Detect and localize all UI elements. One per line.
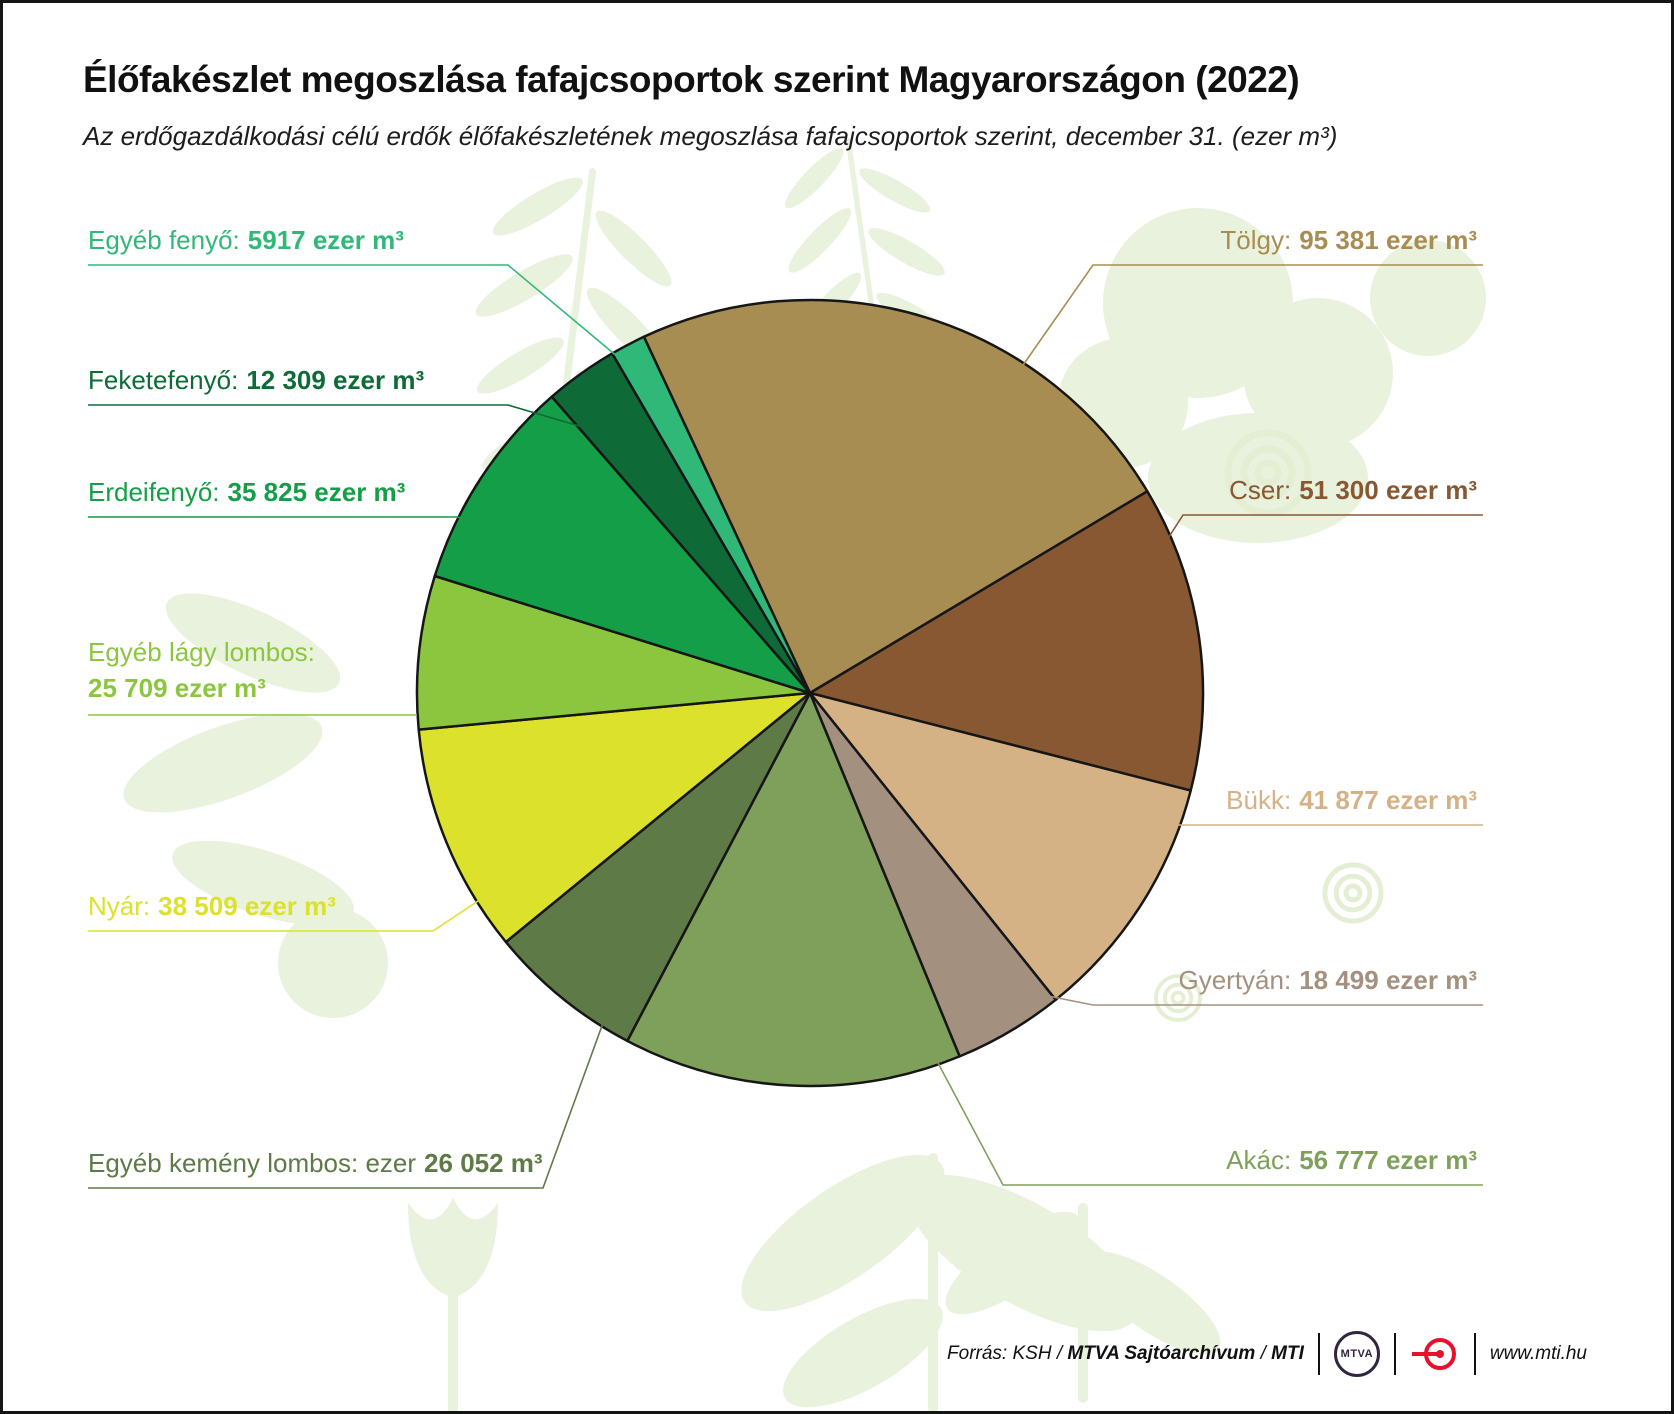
callout-nyar-label: Nyár: <box>88 891 151 921</box>
callout-line-egyeb-fenyo <box>88 264 632 369</box>
callout-line-nyar <box>88 898 482 932</box>
pie-chart <box>415 298 1205 1088</box>
pie-slice-ak-c <box>626 691 961 1088</box>
callout-line-egyeb-kemeny <box>88 1022 604 1189</box>
header: Élőfakészlet megoszlása fafajcsoportok s… <box>83 59 1337 152</box>
source-separator: / <box>1255 1343 1272 1364</box>
callout-tolgy-label: Tölgy: <box>1220 225 1292 255</box>
callout-gyertyan-value: 18 499 ezer m³ <box>1299 965 1477 995</box>
callout-feketefenyo-label: Feketefenyő: <box>88 365 239 395</box>
callout-cser-label: Cser: <box>1229 475 1292 505</box>
footer-divider <box>1393 1333 1396 1375</box>
callout-cser: Cser: 51 300 ezer m³ <box>1229 475 1477 507</box>
callout-erdeifenyo: Erdeifenyő: 35 825 ezer m³ <box>88 477 405 509</box>
callout-line-cser <box>1164 514 1483 544</box>
source-credit: Forrás: KSH / MTVA Sajtóarchívum / MTI <box>947 1343 1304 1365</box>
mti-logo <box>1411 1338 1456 1370</box>
callout-feketefenyo: Feketefenyő: 12 309 ezer m³ <box>88 365 424 397</box>
callout-feketefenyo-value: 12 309 ezer m³ <box>246 365 425 395</box>
callout-tolgy-value: 95 381 ezer m³ <box>1299 225 1477 255</box>
callout-egyeb-kemeny-lombos: Egyéb kemény lombos: ezer 26 052 m³ <box>88 1148 543 1180</box>
callout-egyeb-lagy-lombos-value: 25 709 ezer m³ <box>88 672 266 703</box>
background-illustration <box>123 126 1486 1411</box>
callout-gyertyan: Gyertyán: 18 499 ezer m³ <box>1178 965 1477 997</box>
page-title: Élőfakészlet megoszlása fafajcsoportok s… <box>83 59 1300 100</box>
footer-divider <box>1473 1333 1476 1375</box>
callout-lines <box>88 264 1483 1189</box>
pie-slice-erdeifeny- <box>433 395 812 695</box>
callout-erdeifenyo-label: Erdeifenyő: <box>88 477 220 507</box>
mtva-logo: MTVA <box>1333 1331 1380 1377</box>
callout-line-akac <box>937 1062 1483 1186</box>
callout-line-erdeifenyo <box>88 516 501 539</box>
callout-akac-value: 56 777 ezer m³ <box>1299 1145 1477 1175</box>
website-link: www.mti.hu <box>1489 1343 1587 1364</box>
source-archive: MTVA Sajtóarchívum <box>1067 1343 1256 1364</box>
pie-slice-egy-b-feny- <box>610 335 812 695</box>
pie-slice-egy-b-kem-ny-lombos <box>504 691 812 1043</box>
pie-slice-b-kk <box>808 691 1192 1002</box>
callout-egyeb-fenyo-label: Egyéb fenyő: <box>88 225 240 255</box>
pie-slice-cser <box>808 490 1205 792</box>
footer: Forrás: KSH / MTVA Sajtóarchívum / MTI M… <box>947 1331 1587 1377</box>
callout-gyertyan-label: Gyertyán: <box>1178 965 1292 995</box>
callout-cser-value: 51 300 ezer m³ <box>1299 475 1477 505</box>
callout-nyar-value: 38 509 ezer m³ <box>158 891 336 921</box>
pie-slice-egy-b-l-gy-lombos <box>415 574 812 731</box>
callout-bukk-label: Bükk: <box>1226 785 1292 815</box>
pie-slice-ny-r <box>417 691 812 944</box>
pie-slice-t-lgy <box>642 298 1149 695</box>
callout-line-feketefenyo <box>88 404 604 434</box>
footer-divider <box>1317 1333 1320 1375</box>
page-subtitle: Az erdőgazdálkodási célú erdők élőfakész… <box>83 121 1338 151</box>
callout-egyeb-kemeny-lombos-label: Egyéb kemény lombos: ezer <box>88 1148 417 1178</box>
callout-egyeb-lagy-lombos-label: Egyéb lágy lombos: <box>88 637 315 667</box>
mtva-logo-text: MTVA <box>1340 1348 1374 1360</box>
callout-egyeb-fenyo-value: 5917 ezer m³ <box>247 225 404 255</box>
source-prefix: Forrás: KSH / <box>947 1343 1068 1364</box>
callout-akac: Akác: 56 777 ezer m³ <box>1226 1145 1477 1177</box>
callout-bukk-value: 41 877 ezer m³ <box>1299 785 1477 815</box>
source-agency: MTI <box>1271 1343 1304 1364</box>
callout-line-gyertyan <box>1032 992 1483 1006</box>
callout-line-tolgy <box>1020 264 1483 369</box>
callout-bukk: Bükk: 41 877 ezer m³ <box>1226 785 1477 817</box>
callout-erdeifenyo-value: 35 825 ezer m³ <box>227 477 406 507</box>
callout-egyeb-kemeny-lombos-value: 26 052 m³ <box>424 1148 543 1178</box>
callout-tolgy: Tölgy: 95 381 ezer m³ <box>1220 225 1477 257</box>
callout-nyar: Nyár: 38 509 ezer m³ <box>88 891 336 923</box>
callout-egyeb-lagy-lombos: Egyéb lágy lombos: 25 709 ezer m³ <box>88 637 315 704</box>
callout-akac-label: Akác: <box>1226 1145 1292 1175</box>
callout-egyeb-fenyo: Egyéb fenyő: 5917 ezer m³ <box>88 225 404 257</box>
